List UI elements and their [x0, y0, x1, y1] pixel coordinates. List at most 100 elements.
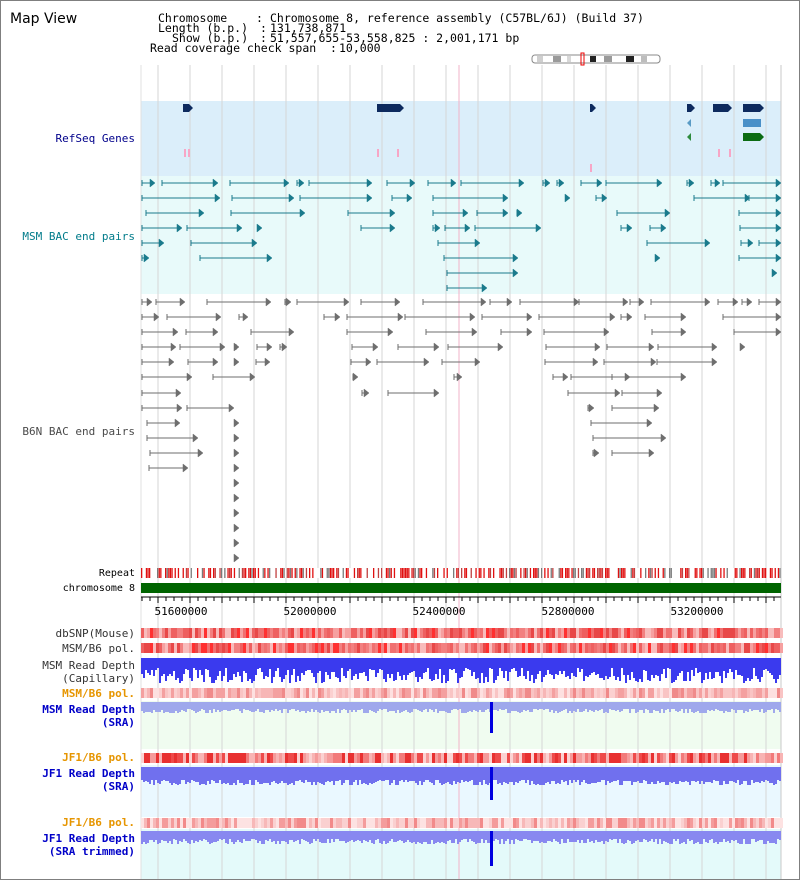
jf1-b6-pol-track-cell — [585, 753, 588, 763]
msm-depth-capillary-track-bar — [749, 658, 751, 681]
msm-depth-capillary-track-bar — [487, 658, 489, 682]
msm-b6-pol-track-cell — [453, 643, 456, 653]
msm-depth-capillary-track-bar — [595, 658, 597, 675]
repeat-element — [651, 568, 653, 578]
repeat-element — [185, 568, 188, 578]
jf1-depth-trim-track-bar — [647, 831, 649, 842]
jf1-depth-trim-track-bar — [255, 831, 257, 840]
msm-b6-pol-sra-track-cell — [633, 688, 636, 698]
msm-b6-pol-sra-track-cell — [276, 688, 279, 698]
msm-b6-pol-track — [141, 643, 783, 653]
jf1-depth-trim-track-bar — [517, 831, 519, 840]
jf1-depth-trim-track-bar — [363, 831, 365, 840]
chromosome-value: Chromosome 8, reference assembly (C57BL/… — [270, 11, 644, 25]
ideogram-band — [553, 56, 561, 62]
repeat-element — [742, 568, 744, 578]
msm-depth-capillary-track-bar — [187, 658, 189, 670]
jf1-depth-trim-track-bar — [259, 831, 261, 841]
jf1-depth-trim-track-bar — [233, 831, 235, 844]
jf1-b6-pol-track-cell — [141, 753, 144, 763]
b6n-bac-pair-arrow — [233, 418, 240, 428]
dbsnp-track-cell — [396, 628, 399, 638]
dbsnp-track-cell — [609, 628, 612, 638]
jf1-depth-sra-track-bar — [479, 767, 481, 782]
jf1-depth-trim-track-bar — [549, 831, 551, 841]
b6n-bac-pair-arrow — [593, 448, 600, 458]
jf1-depth-sra-track-bar — [383, 767, 385, 781]
b6n-bac-pair-arrow — [573, 297, 580, 307]
b6n-bac-pair-arrow — [614, 388, 621, 398]
jf1-depth-sra-track-bar — [331, 767, 333, 781]
jf1-b6-pol-track-cell — [564, 753, 567, 763]
repeat-element — [765, 568, 767, 578]
msm-depth-capillary-track-bar — [317, 658, 319, 673]
jf1-depth-trim-track-bar — [653, 831, 655, 842]
b6n-bac-pair-arrow — [480, 297, 487, 307]
msm-b6-pol-sra-track-cell — [375, 688, 378, 698]
dbsnp-track-cell — [303, 628, 306, 638]
repeat-element — [254, 568, 256, 578]
jf1-depth-sra-track-bar — [217, 767, 219, 783]
msm-depth-capillary-track-bar — [375, 658, 377, 677]
jf1-depth-trim-track-bar — [671, 831, 673, 844]
jf1-depth-sra-track-bar — [531, 767, 533, 781]
msm-b6-pol-track-cell — [591, 643, 594, 653]
msm-depth-capillary-track-bar — [331, 658, 333, 672]
jf1-depth-sra-track-bar — [473, 767, 475, 785]
jf1-depth-sra-track-bar — [415, 767, 417, 783]
dbsnp-track-cell — [480, 628, 483, 638]
jf1-b6-pol2-track-cell — [309, 818, 312, 828]
msm-b6-pol-track-cell — [519, 643, 522, 653]
jf1-b6-pol-track-cell — [744, 753, 747, 763]
msm-b6-pol-sra-track-cell — [270, 688, 273, 698]
msm-depth-capillary-track-bar — [369, 658, 371, 669]
msm-depth-sra-track-bar — [337, 702, 339, 709]
jf1-depth-sra-track-bar — [171, 767, 173, 785]
msm-depth-capillary-track-bar — [751, 658, 753, 679]
refseq-gene-arrow — [400, 104, 404, 112]
msm-b6-pol-track-cell — [645, 643, 648, 653]
repeat-element — [501, 568, 503, 578]
msm-b6-pol-sra-track-cell — [621, 688, 624, 698]
msm-b6-pol-sra-track-cell — [771, 688, 774, 698]
jf1-depth-trim-track-bar — [635, 831, 637, 841]
msm-depth-capillary-track-bar — [237, 658, 239, 672]
msm-b6-pol-track-cell — [381, 643, 384, 653]
msm-depth-capillary-track-bar — [671, 658, 673, 683]
msm-b6-pol-track-cell — [762, 643, 765, 653]
refseq-tick — [718, 149, 720, 157]
jf1-b6-pol-track-cell — [648, 753, 651, 763]
msm-depth-sra-track-bar — [263, 702, 265, 713]
jf1-b6-pol2-track-cell — [702, 818, 705, 828]
msm-depth-sra-track-bar — [161, 702, 163, 710]
jf1-depth-trim-track-bar — [273, 831, 275, 841]
jf1-depth-trim-track-bar — [161, 831, 163, 840]
msm-depth-sra-track-bar — [519, 702, 521, 713]
chromosome-key: Chromosome — [158, 11, 228, 25]
jf1-b6-pol-track-cell — [195, 753, 198, 763]
msm-bac-pair-arrow — [409, 178, 416, 188]
jf1-depth-sra-track-bar — [601, 767, 603, 780]
msm-b6-pol-track-cell — [639, 643, 642, 653]
jf1-depth-sra-track-bar — [769, 767, 771, 783]
jf1-b6-pol-track-cell — [387, 753, 390, 763]
repeat-element — [432, 568, 434, 578]
jf1-depth-trim-track-bar — [457, 831, 459, 844]
msm-b6-pol-sra-track-cell — [447, 688, 450, 698]
msm-depth-sra-track-bar — [649, 702, 651, 713]
length-key: Length (b.p.) — [158, 21, 249, 35]
jf1-b6-pol2-track-cell — [636, 818, 639, 828]
jf1-depth-sra-track-bar — [597, 767, 599, 782]
dbsnp-track-cell — [465, 628, 468, 638]
jf1-b6-pol2-track-cell — [429, 818, 432, 828]
msm-b6-pol-sra-track-cell — [222, 688, 225, 698]
msm-depth-capillary-track-bar — [689, 658, 691, 681]
msm-depth-capillary-track-bar — [203, 658, 205, 682]
msm-b6-pol-track-cell — [231, 643, 234, 653]
jf1-depth-trim-track-bar — [487, 831, 489, 843]
msm-depth-sra-track-bar — [705, 702, 707, 713]
msm-depth-sra-track-bar — [377, 702, 379, 711]
jf1-b6-pol-track-cell — [480, 753, 483, 763]
repeat-element — [739, 568, 741, 578]
